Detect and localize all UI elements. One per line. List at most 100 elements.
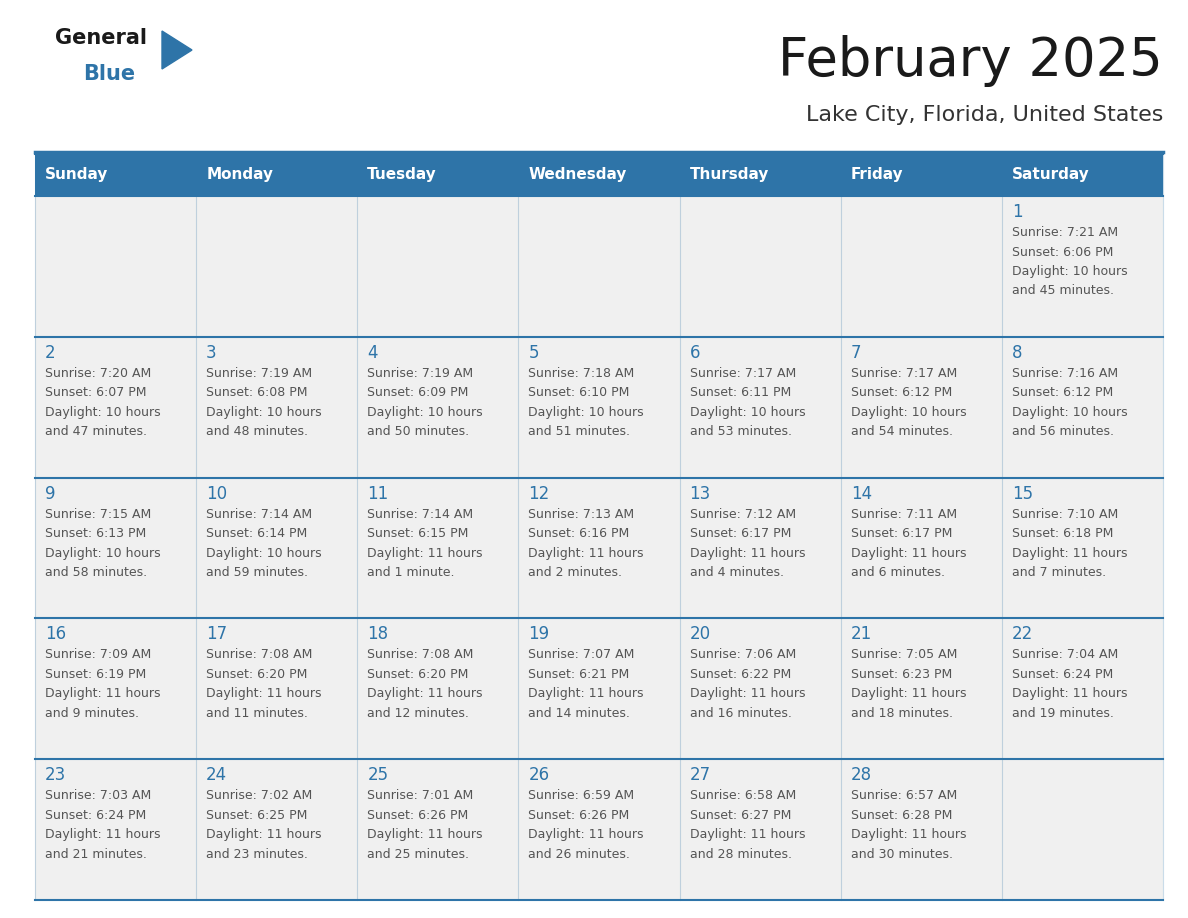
Text: Sunset: 6:07 PM: Sunset: 6:07 PM — [45, 386, 146, 399]
Text: and 4 minutes.: and 4 minutes. — [689, 566, 784, 579]
Text: and 23 minutes.: and 23 minutes. — [207, 847, 308, 861]
Text: and 59 minutes.: and 59 minutes. — [207, 566, 308, 579]
Text: Sunrise: 7:06 AM: Sunrise: 7:06 AM — [689, 648, 796, 661]
Text: Daylight: 10 hours: Daylight: 10 hours — [1012, 406, 1127, 419]
Text: 10: 10 — [207, 485, 227, 502]
Text: Sunset: 6:16 PM: Sunset: 6:16 PM — [529, 527, 630, 540]
Text: Daylight: 11 hours: Daylight: 11 hours — [689, 828, 805, 841]
Text: 21: 21 — [851, 625, 872, 644]
Text: 1: 1 — [1012, 203, 1023, 221]
Text: and 25 minutes.: and 25 minutes. — [367, 847, 469, 861]
Text: Tuesday: Tuesday — [367, 167, 437, 183]
Bar — [358, 619, 518, 759]
Text: 22: 22 — [1012, 625, 1034, 644]
Text: Friday: Friday — [851, 167, 903, 183]
Text: Daylight: 11 hours: Daylight: 11 hours — [851, 688, 966, 700]
Text: Daylight: 11 hours: Daylight: 11 hours — [689, 688, 805, 700]
Text: Daylight: 11 hours: Daylight: 11 hours — [851, 546, 966, 560]
Text: Sunset: 6:06 PM: Sunset: 6:06 PM — [1012, 245, 1113, 259]
Text: Sunset: 6:24 PM: Sunset: 6:24 PM — [1012, 668, 1113, 681]
Text: Sunrise: 7:15 AM: Sunrise: 7:15 AM — [45, 508, 151, 521]
Bar — [1001, 196, 1163, 337]
Text: Sunset: 6:27 PM: Sunset: 6:27 PM — [689, 809, 791, 822]
Text: and 54 minutes.: and 54 minutes. — [851, 425, 953, 438]
Bar — [518, 759, 680, 900]
Text: 24: 24 — [207, 767, 227, 784]
Text: Sunrise: 7:05 AM: Sunrise: 7:05 AM — [851, 648, 958, 661]
Text: and 28 minutes.: and 28 minutes. — [689, 847, 791, 861]
Text: and 11 minutes.: and 11 minutes. — [207, 707, 308, 720]
Text: Daylight: 11 hours: Daylight: 11 hours — [207, 688, 322, 700]
Text: Sunset: 6:08 PM: Sunset: 6:08 PM — [207, 386, 308, 399]
Text: Daylight: 11 hours: Daylight: 11 hours — [45, 828, 160, 841]
Bar — [358, 337, 518, 477]
Text: 17: 17 — [207, 625, 227, 644]
Bar — [1001, 154, 1163, 196]
Text: and 26 minutes.: and 26 minutes. — [529, 847, 631, 861]
Text: 19: 19 — [529, 625, 550, 644]
Text: 15: 15 — [1012, 485, 1034, 502]
Bar — [518, 619, 680, 759]
Text: 23: 23 — [45, 767, 67, 784]
Text: Daylight: 10 hours: Daylight: 10 hours — [529, 406, 644, 419]
Text: Sunrise: 7:13 AM: Sunrise: 7:13 AM — [529, 508, 634, 521]
Text: Daylight: 10 hours: Daylight: 10 hours — [45, 406, 160, 419]
Text: Sunset: 6:17 PM: Sunset: 6:17 PM — [689, 527, 791, 540]
Text: Sunrise: 7:14 AM: Sunrise: 7:14 AM — [367, 508, 473, 521]
Text: 7: 7 — [851, 344, 861, 362]
Bar — [1001, 337, 1163, 477]
Text: Daylight: 10 hours: Daylight: 10 hours — [851, 406, 966, 419]
Text: Sunday: Sunday — [45, 167, 108, 183]
Text: Sunrise: 7:01 AM: Sunrise: 7:01 AM — [367, 789, 474, 802]
Bar — [1001, 619, 1163, 759]
Text: Sunset: 6:25 PM: Sunset: 6:25 PM — [207, 809, 308, 822]
Text: Sunset: 6:28 PM: Sunset: 6:28 PM — [851, 809, 952, 822]
Bar — [358, 154, 518, 196]
Text: 11: 11 — [367, 485, 388, 502]
Text: 6: 6 — [689, 344, 700, 362]
Bar — [34, 196, 196, 337]
Bar — [358, 477, 518, 619]
Text: and 19 minutes.: and 19 minutes. — [1012, 707, 1113, 720]
Text: Sunrise: 7:21 AM: Sunrise: 7:21 AM — [1012, 226, 1118, 239]
Text: Sunrise: 7:19 AM: Sunrise: 7:19 AM — [207, 367, 312, 380]
Text: Blue: Blue — [83, 64, 135, 84]
Text: 14: 14 — [851, 485, 872, 502]
Text: Sunset: 6:26 PM: Sunset: 6:26 PM — [367, 809, 468, 822]
Bar — [518, 337, 680, 477]
Text: Daylight: 11 hours: Daylight: 11 hours — [367, 688, 482, 700]
Text: Daylight: 11 hours: Daylight: 11 hours — [529, 546, 644, 560]
Text: Daylight: 10 hours: Daylight: 10 hours — [207, 406, 322, 419]
Bar — [34, 154, 196, 196]
Text: Sunset: 6:26 PM: Sunset: 6:26 PM — [529, 809, 630, 822]
Text: 20: 20 — [689, 625, 710, 644]
Text: February 2025: February 2025 — [778, 35, 1163, 87]
Text: and 6 minutes.: and 6 minutes. — [851, 566, 944, 579]
Bar — [841, 154, 1001, 196]
Text: Sunset: 6:13 PM: Sunset: 6:13 PM — [45, 527, 146, 540]
Bar — [358, 759, 518, 900]
Text: Sunrise: 7:12 AM: Sunrise: 7:12 AM — [689, 508, 796, 521]
Text: Saturday: Saturday — [1012, 167, 1089, 183]
Text: Daylight: 11 hours: Daylight: 11 hours — [1012, 688, 1127, 700]
Text: 9: 9 — [45, 485, 56, 502]
Text: Daylight: 10 hours: Daylight: 10 hours — [45, 546, 160, 560]
Text: Sunrise: 6:59 AM: Sunrise: 6:59 AM — [529, 789, 634, 802]
Bar — [841, 196, 1001, 337]
Text: Sunrise: 7:18 AM: Sunrise: 7:18 AM — [529, 367, 634, 380]
Bar — [518, 196, 680, 337]
Bar — [34, 619, 196, 759]
Text: Sunset: 6:12 PM: Sunset: 6:12 PM — [851, 386, 952, 399]
Text: 16: 16 — [45, 625, 67, 644]
Bar — [680, 759, 841, 900]
Text: and 2 minutes.: and 2 minutes. — [529, 566, 623, 579]
Text: Thursday: Thursday — [689, 167, 769, 183]
Text: Sunset: 6:24 PM: Sunset: 6:24 PM — [45, 809, 146, 822]
Text: 25: 25 — [367, 767, 388, 784]
Text: Sunrise: 6:57 AM: Sunrise: 6:57 AM — [851, 789, 958, 802]
Text: and 16 minutes.: and 16 minutes. — [689, 707, 791, 720]
Text: Sunset: 6:12 PM: Sunset: 6:12 PM — [1012, 386, 1113, 399]
Text: Sunrise: 7:08 AM: Sunrise: 7:08 AM — [367, 648, 474, 661]
Bar — [841, 337, 1001, 477]
Text: and 45 minutes.: and 45 minutes. — [1012, 285, 1114, 297]
